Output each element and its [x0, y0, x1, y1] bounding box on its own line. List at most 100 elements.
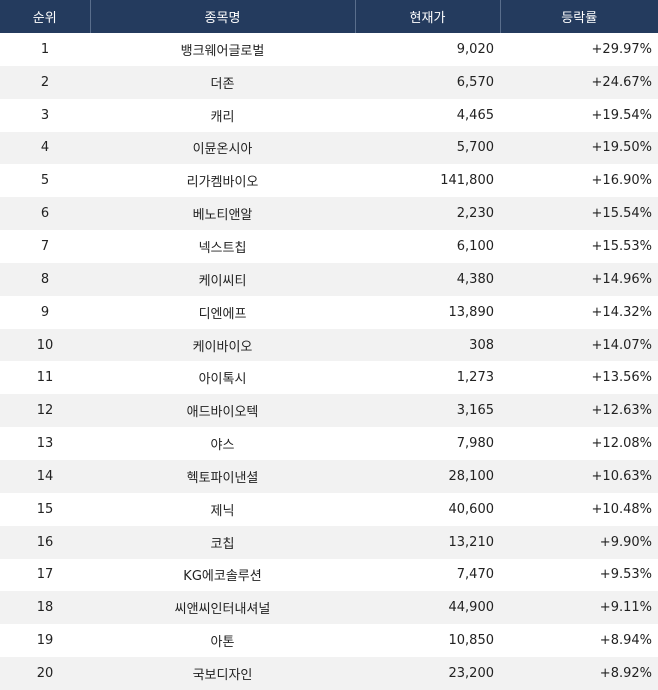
table-cell: 18 [0, 591, 90, 625]
table-cell: +29.97% [591, 41, 652, 57]
table-cell: +14.96% [500, 262, 658, 296]
table-cell: 7,980 [456, 436, 494, 452]
table-cell: 아톤 [210, 635, 235, 651]
table-cell: +14.32% [591, 304, 652, 320]
table-row: 8 케이씨티 4,380 +14.96% [0, 262, 658, 296]
table-cell: +15.53% [591, 238, 652, 254]
table-cell: 7,470 [456, 567, 494, 583]
table-cell: 헥토파이낸셜 [90, 459, 355, 493]
table-cell: 6,100 [456, 238, 494, 254]
table-row: 11 아이톡시 1,273 +13.56% [0, 361, 658, 394]
table-cell: 44,900 [355, 591, 500, 625]
table-cell: 9 [40, 304, 50, 320]
table-cell: 2,230 [355, 197, 500, 231]
table-row: 7 넥스트칩 6,100 +15.53% [0, 230, 658, 263]
table-cell: 14 [0, 459, 90, 493]
table-row: 1 뱅크웨어글로벌 9,020 +29.97% [0, 33, 658, 66]
table-cell: 국보디자인 [90, 657, 355, 690]
table-cell: +13.56% [591, 370, 652, 386]
table-cell: 19 [36, 633, 54, 649]
table-cell: 씨앤씨인터내셔널 [90, 591, 355, 625]
table-row: 5 리가켐바이오 141,800 +16.90% [0, 164, 658, 197]
table-cell: 17 [36, 567, 54, 583]
header-cell: 종목명 [89, 0, 355, 33]
table-row: 15 제닉 40,600 +10.48% [0, 493, 658, 526]
table-cell: 디엔에프 [198, 306, 247, 322]
table-cell: 308 [355, 328, 500, 362]
table-cell: +15.54% [500, 197, 658, 231]
table-row: 19 아톤 10,850 +8.94% [0, 624, 658, 657]
header-cell: 현재가 [354, 0, 500, 33]
table-cell: 2 [0, 65, 90, 99]
header-row: 순위 종목명 현재가 등락률 [0, 0, 658, 33]
table-cell: 3,165 [355, 394, 500, 428]
table-cell: 7 [40, 238, 50, 254]
table-row: 10 케이바이오 308 +14.07% [0, 328, 658, 362]
table-cell: +8.92% [500, 657, 658, 690]
table-cell: 캐리 [210, 109, 235, 125]
table-cell: 10,850 [448, 633, 495, 649]
table-cell: 28,100 [355, 459, 500, 493]
table-cell: 141,800 [440, 173, 494, 189]
table-cell: 23,200 [355, 657, 500, 690]
table-cell: +9.90% [500, 525, 658, 559]
table-cell: 리가켐바이오 [186, 175, 259, 191]
table-cell: 20 [0, 657, 90, 690]
table-cell: 3 [40, 107, 50, 123]
table-cell: 13,210 [355, 525, 500, 559]
table-cell: 이뮨온시아 [90, 131, 355, 165]
table-cell: +12.63% [500, 394, 658, 428]
table-cell: 아이톡시 [198, 372, 247, 388]
table-cell: +19.50% [500, 131, 658, 165]
table-cell: 11 [36, 370, 54, 386]
table-cell: 4,465 [456, 107, 494, 123]
table-row: 14 헥토파이낸셜 28,100 +10.63% [0, 459, 658, 493]
table-row: 13 야스 7,980 +12.08% [0, 427, 658, 460]
table-cell: 5 [40, 173, 50, 189]
table-cell: 40,600 [448, 501, 495, 517]
table-cell: 5,700 [355, 131, 500, 165]
table-cell: 6 [0, 197, 90, 231]
table-cell: 16 [0, 525, 90, 559]
table-cell: 베노티앤알 [90, 197, 355, 231]
table-cell: 10 [0, 328, 90, 362]
table-cell: 12 [0, 394, 90, 428]
table-row: 3 캐리 4,465 +19.54% [0, 99, 658, 132]
table-cell: 4,380 [355, 262, 500, 296]
table-cell: +9.11% [500, 591, 658, 625]
table-cell: +8.94% [599, 633, 652, 649]
table-row: 4 이뮨온시아 5,700 +19.50% [0, 131, 658, 165]
table-cell: 1 [40, 41, 50, 57]
table-row: 18 씨앤씨인터내셔널 44,900 +9.11% [0, 591, 658, 625]
table-cell: 4 [0, 131, 90, 165]
header-cell: 등락률 [499, 0, 658, 33]
table-cell: +10.48% [591, 501, 652, 517]
table-cell: +10.63% [500, 459, 658, 493]
table-cell: 9,020 [456, 41, 494, 57]
table-row: 6 베노티앤알 2,230 +15.54% [0, 197, 658, 231]
table-cell: 야스 [210, 438, 235, 454]
table-cell: +16.90% [591, 173, 652, 189]
table-cell: 15 [36, 501, 54, 517]
table-cell: 13 [36, 436, 54, 452]
table-cell: 더존 [90, 65, 355, 99]
table-cell: 제닉 [210, 503, 235, 519]
table-row: 12 애드바이오텍 3,165 +12.63% [0, 394, 658, 428]
table-row: 16 코칩 13,210 +9.90% [0, 525, 658, 559]
table-row: 2 더존 6,570 +24.67% [0, 65, 658, 99]
table-row: 20 국보디자인 23,200 +8.92% [0, 657, 658, 690]
table-cell: +9.53% [599, 567, 652, 583]
header-cell: 순위 [0, 0, 90, 33]
table-cell: 넥스트칩 [198, 240, 247, 256]
table-cell: 케이바이오 [90, 328, 355, 362]
table-cell: 1,273 [456, 370, 494, 386]
table-cell: 13,890 [448, 304, 495, 320]
table-cell: 8 [0, 262, 90, 296]
table-cell: +19.54% [591, 107, 652, 123]
table-cell: +14.07% [500, 328, 658, 362]
table-cell: 뱅크웨어글로벌 [180, 43, 265, 59]
table-cell: 코칩 [90, 525, 355, 559]
table-cell: 6,570 [355, 65, 500, 99]
